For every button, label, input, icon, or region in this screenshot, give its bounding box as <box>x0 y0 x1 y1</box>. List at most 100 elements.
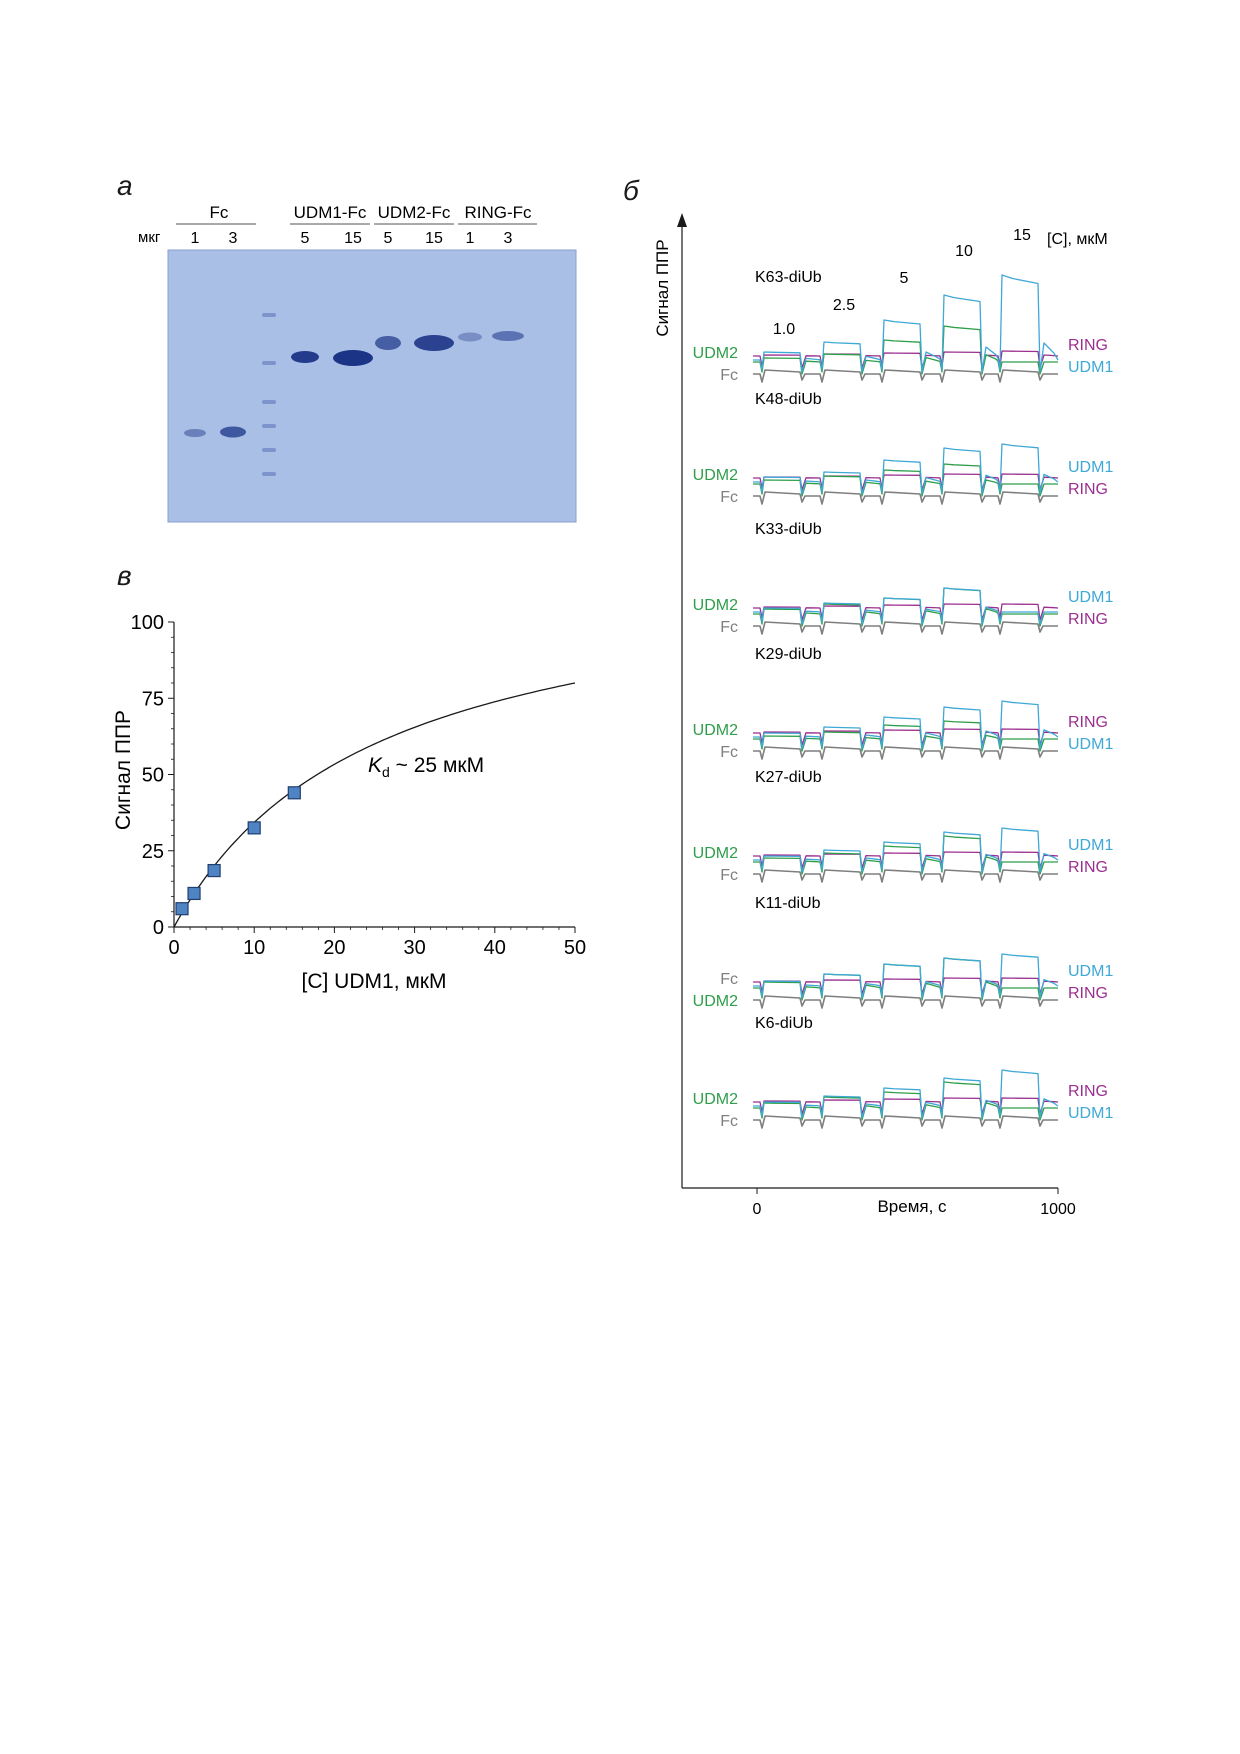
gel-ladder-band <box>262 424 276 428</box>
trace-label-right: UDM1 <box>1068 359 1113 376</box>
sensorgram-ring <box>753 1097 1059 1115</box>
trace-label-left: Fc <box>720 744 738 761</box>
sensorgram-udm1 <box>753 587 1058 625</box>
sensorgram-fc <box>753 995 1058 1009</box>
sensorgram-udm2 <box>753 325 1058 375</box>
gel-band <box>458 332 482 342</box>
trace-label-right: RING <box>1068 481 1108 498</box>
spr-x-tick-label: 1000 <box>1040 1201 1076 1218</box>
x-tick-label: 20 <box>323 937 345 959</box>
gel-image <box>167 249 577 523</box>
trace-label-left: UDM2 <box>693 993 738 1010</box>
sensorgram-udm1 <box>753 953 1059 999</box>
concentration-label: 5 <box>900 270 909 287</box>
concentration-label: 2.5 <box>833 297 855 314</box>
data-point <box>287 786 301 800</box>
panel-letter-c: в <box>117 560 132 591</box>
trace-label-right: RING <box>1068 611 1108 628</box>
gel-ladder-band <box>262 313 276 317</box>
trace-label-right: RING <box>1068 337 1108 354</box>
gel-band <box>375 336 401 350</box>
y-tick-label: 50 <box>142 765 164 787</box>
gel-lane-load: 15 <box>344 230 362 247</box>
trace-label-left: UDM2 <box>693 467 738 484</box>
trace-label-left: UDM2 <box>693 597 738 614</box>
spr-y-axis-arrow <box>677 213 687 227</box>
gel-ladder-band <box>262 361 276 365</box>
gel-band <box>291 351 319 363</box>
x-tick-label: 30 <box>403 937 425 959</box>
spr-x-axis-label: Время, с <box>877 1197 947 1216</box>
sensorgram-udm1 <box>753 700 1059 750</box>
trace-label-left: Fc <box>720 867 738 884</box>
trace-label-right: UDM1 <box>1068 459 1113 476</box>
concentration-label: 10 <box>955 243 973 260</box>
trace-label-right: UDM1 <box>1068 736 1113 753</box>
x-axis-label: [C] UDM1, мкМ <box>302 970 447 993</box>
trace-label-left: UDM2 <box>693 845 738 862</box>
gel-lane-load: 5 <box>301 230 310 247</box>
y-axis-label: Сигнал ППР <box>112 710 135 830</box>
gel-unit-label: мкг <box>138 229 161 246</box>
gel-ladder-band <box>262 472 276 476</box>
trace-label-right: RING <box>1068 714 1108 731</box>
trace-label-left: UDM2 <box>693 1091 738 1108</box>
data-point <box>207 863 221 878</box>
x-tick-label: 10 <box>243 937 265 959</box>
gel-group-label: Fc <box>210 203 229 222</box>
gel-band <box>333 350 373 366</box>
trace-label-right: RING <box>1068 985 1108 1002</box>
trace-label-right: UDM1 <box>1068 963 1113 980</box>
gel-band <box>414 335 454 351</box>
kd-annotation: Kd ~ 25 мкМ <box>368 754 484 780</box>
trace-label-left: Fc <box>720 489 738 506</box>
sensorgram-fc <box>753 621 1058 635</box>
x-tick-label: 50 <box>564 937 586 959</box>
gel-ladder-band <box>262 400 276 404</box>
sensorgram-ring <box>753 603 1059 621</box>
gel-lane-load: 1 <box>466 230 475 247</box>
trace-label-left: UDM2 <box>693 722 738 739</box>
spr-y-axis-label: Сигнал ППР <box>653 239 672 336</box>
trace-label-left: Fc <box>720 1113 738 1130</box>
trace-title: K29-diUb <box>755 646 822 663</box>
sensorgram-ring <box>753 473 1059 491</box>
sensorgram-ring <box>753 728 1059 746</box>
conc-unit-label: [C], мкМ <box>1047 231 1108 248</box>
fit-curve <box>173 682 576 928</box>
sensorgram-fc <box>753 1115 1058 1129</box>
y-tick-label: 100 <box>131 612 164 634</box>
spr-x-tick-label: 0 <box>753 1201 762 1218</box>
trace-label-right: RING <box>1068 859 1108 876</box>
trace-label-left: UDM2 <box>693 345 738 362</box>
trace-title: K11-diUb <box>755 895 821 912</box>
gel-lane-load: 5 <box>384 230 393 247</box>
gel-ladder-band <box>262 448 276 452</box>
y-tick-label: 25 <box>142 841 164 863</box>
sensorgram-udm2 <box>753 463 1058 497</box>
gel-band <box>184 429 206 437</box>
panel-letter-b: б <box>623 175 639 206</box>
x-tick-label: 0 <box>168 937 179 959</box>
trace-label-right: UDM1 <box>1068 1105 1113 1122</box>
data-point <box>247 821 261 835</box>
trace-title: K63-diUb <box>755 269 822 286</box>
y-tick-label: 75 <box>142 688 164 710</box>
sensorgram-fc <box>753 491 1058 505</box>
trace-label-left: Fc <box>720 619 738 636</box>
trace-label-right: RING <box>1068 1083 1108 1100</box>
trace-title: K6-diUb <box>755 1015 813 1032</box>
concentration-label: 1.0 <box>773 321 795 338</box>
data-point <box>187 886 201 901</box>
sensorgram-ring <box>753 350 1059 369</box>
gel-lane-load: 1 <box>191 230 200 247</box>
sensorgram-fc <box>753 746 1058 760</box>
data-point <box>175 902 189 916</box>
gel-lane-load: 3 <box>504 230 513 247</box>
trace-label-left: Fc <box>720 367 738 384</box>
trace-title: K27-diUb <box>755 769 822 786</box>
sensorgram-udm1 <box>753 827 1059 873</box>
